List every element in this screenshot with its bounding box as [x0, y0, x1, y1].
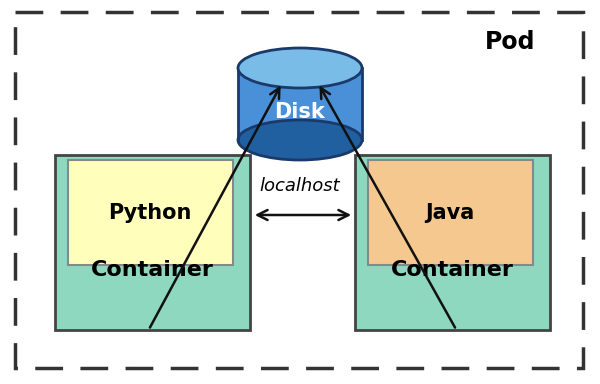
- Bar: [238, 68, 362, 140]
- Ellipse shape: [238, 120, 362, 160]
- Text: Python: Python: [109, 203, 191, 223]
- Text: Container: Container: [391, 260, 514, 280]
- Bar: [368, 160, 533, 265]
- Bar: [355, 155, 550, 330]
- Ellipse shape: [238, 48, 362, 88]
- Bar: [68, 160, 233, 265]
- Text: Container: Container: [91, 260, 214, 280]
- Text: Pod: Pod: [485, 30, 535, 54]
- Text: Disk: Disk: [275, 102, 325, 122]
- Bar: [55, 155, 250, 330]
- Text: localhost: localhost: [260, 177, 340, 195]
- Text: Java: Java: [425, 203, 475, 223]
